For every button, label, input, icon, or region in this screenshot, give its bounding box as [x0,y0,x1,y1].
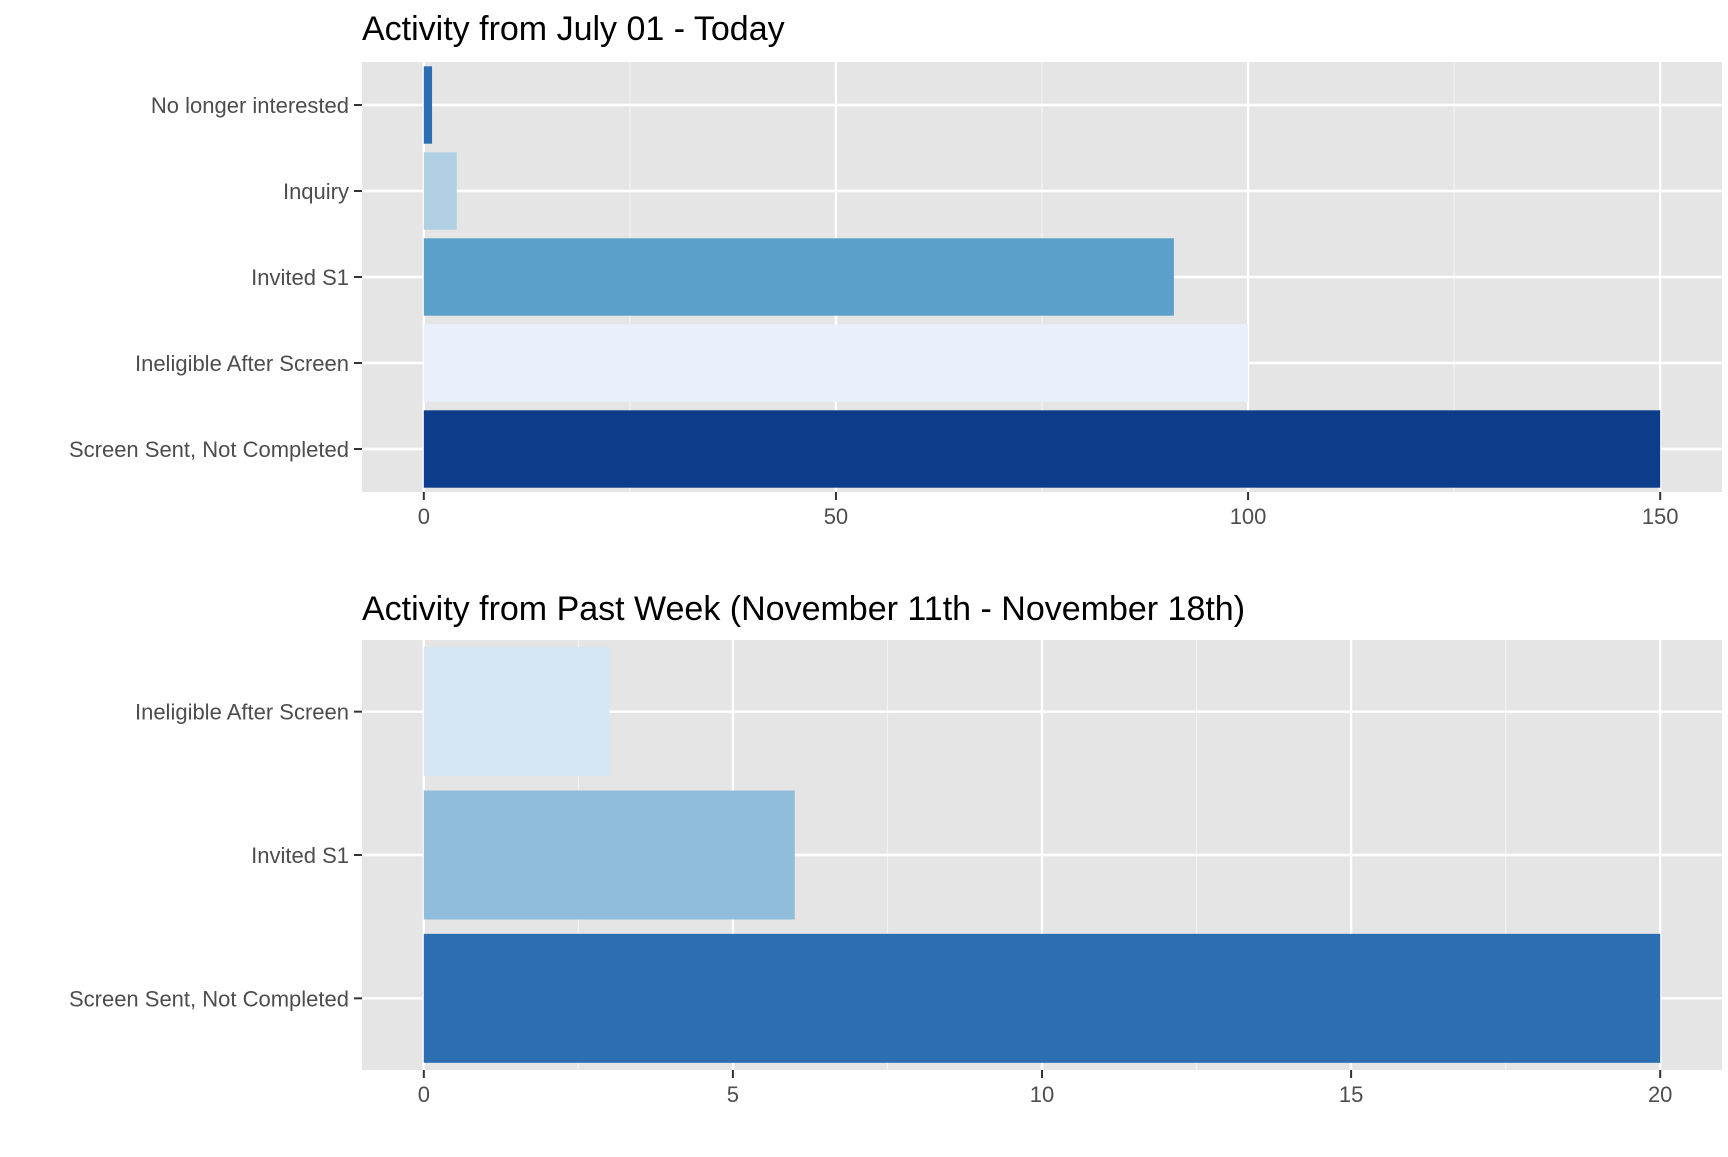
bar-2-screen-sent-not-completed [423,933,1661,1063]
x-tick-label-2-2: 10 [1030,1082,1054,1107]
x-tick-label-1-2: 100 [1230,504,1267,529]
category-label-1-0: No longer interested [151,93,349,118]
category-label-1-2: Invited S1 [251,265,349,290]
bar-1-no-longer-interested [423,66,433,144]
x-tick-label-2-0: 0 [418,1082,430,1107]
x-tick-label-2-4: 20 [1648,1082,1672,1107]
category-label-1-1: Inquiry [283,179,349,204]
category-label-1-3: Ineligible After Screen [135,351,349,376]
bar-1-invited-s1 [423,238,1174,316]
chart-title-2: Activity from Past Week (November 11th -… [362,590,1245,628]
x-tick-label-1-0: 0 [418,504,430,529]
bar-1-ineligible-after-screen [423,324,1249,402]
category-label-2-1: Invited S1 [251,843,349,868]
chart-title-1: Activity from July 01 - Today [362,10,785,48]
bar-2-invited-s1 [423,790,795,920]
category-label-2-2: Screen Sent, Not Completed [69,986,349,1011]
x-tick-label-2-3: 15 [1339,1082,1363,1107]
bar-1-inquiry [423,152,457,230]
x-tick-label-1-3: 150 [1642,504,1679,529]
x-tick-label-1-1: 50 [824,504,848,529]
bar-2-ineligible-after-screen [423,647,610,777]
x-tick-label-2-1: 5 [727,1082,739,1107]
category-label-2-0: Ineligible After Screen [135,700,349,725]
category-label-1-4: Screen Sent, Not Completed [69,437,349,462]
bar-1-screen-sent-not-completed [423,410,1661,488]
